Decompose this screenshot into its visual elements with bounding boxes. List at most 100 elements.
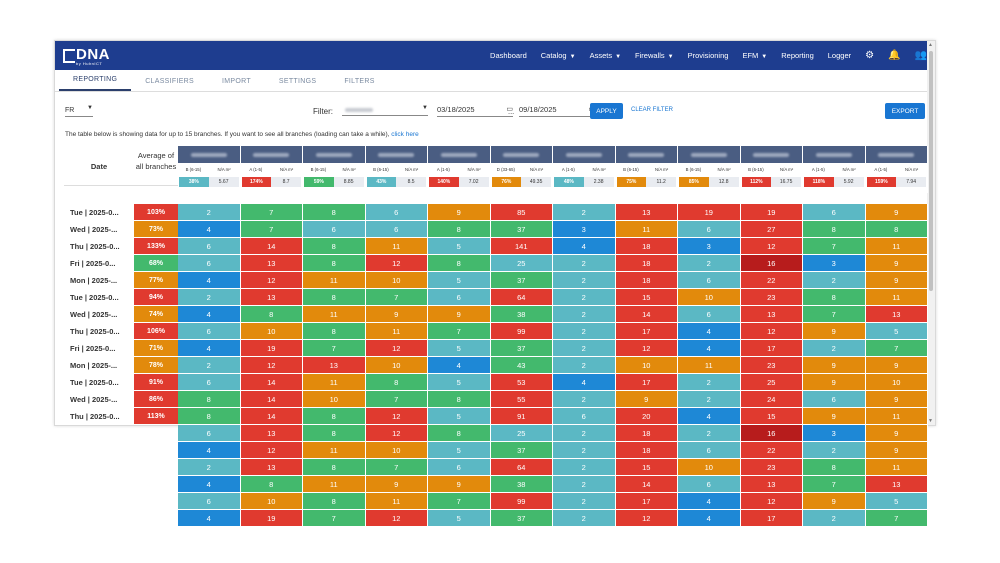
branch-summary: 174% 8.7: [240, 175, 302, 189]
table-row[interactable]: 4 19 7 12 5 37 2 12 4 17 2 7: [64, 510, 928, 527]
na-label: N/A m²: [780, 166, 794, 172]
branch-column-header[interactable]: A (1-5) N/A m² 159% 7.94: [865, 146, 928, 193]
table-row[interactable]: Fri | 2025-0... 68% 6 13 8 12 8 25 2 18 2 16 3 9: [64, 255, 928, 272]
apply-button[interactable]: APPLY: [590, 103, 623, 119]
data-cell: 10: [678, 289, 741, 306]
branch-column-header[interactable]: B (6-15) N/A m² 85% 12.8: [678, 146, 741, 193]
scroll-down-icon[interactable]: ▼: [928, 418, 933, 424]
branch-column-header[interactable]: B (6-15) N/A m² 38% 5.67: [178, 146, 241, 193]
data-cell: 20: [615, 408, 678, 425]
data-cell: 8: [803, 289, 866, 306]
redacted-branch-name: [565, 152, 602, 157]
click-here-link[interactable]: click here: [391, 131, 419, 138]
table-row[interactable]: Mon | 2025-... 77% 4 12 11 10 5 37 2 18 6 22 2 9: [64, 272, 928, 289]
redacted-branch-name: [503, 152, 540, 157]
data-cell: 8: [428, 221, 491, 238]
table-row[interactable]: Tue | 2025-0... 91% 6 14 11 8 5 53 4 17 2 25 9 10: [64, 374, 928, 391]
data-cell: 64: [490, 289, 553, 306]
vertical-scrollbar[interactable]: ▲ ▼: [927, 41, 935, 425]
data-cell: 8: [303, 459, 366, 476]
calendar-icon[interactable]: ▭: [506, 106, 513, 113]
branch-column-header[interactable]: B (6-15) N/A m² 112% 16.75: [740, 146, 803, 193]
data-cell: 12: [365, 510, 428, 527]
tab-filters[interactable]: FILTERS: [344, 78, 375, 85]
nav-item-logger[interactable]: Logger: [828, 51, 851, 60]
table-row[interactable]: 6 13 8 12 8 25 2 18 2 16 3 9: [64, 425, 928, 442]
data-cell: 7: [365, 391, 428, 408]
branch-column-header[interactable]: B (6-15) N/A m² 75% 11.2: [615, 146, 678, 193]
table-row[interactable]: Wed | 2025-... 74% 4 8 11 9 9 38 2 14 6 13 7 13: [64, 306, 928, 323]
data-cell: 5: [428, 238, 491, 255]
table-row[interactable]: 6 10 8 11 7 99 2 17 4 12 9 5: [64, 493, 928, 510]
date-to-input[interactable]: 09/18/2025▭: [519, 105, 595, 117]
nav-item-dashboard[interactable]: Dashboard: [490, 51, 527, 60]
table-row[interactable]: Tue | 2025-0... 94% 2 13 8 7 6 64 2 15 10 23 8 11: [64, 289, 928, 306]
row-average: [134, 510, 178, 527]
branch-column-header[interactable]: A (1-5) N/A m² 174% 8.7: [240, 146, 303, 193]
table-row[interactable]: Fri | 2025-0... 71% 4 19 7 12 5 37 2 12 4 17 2 7: [64, 340, 928, 357]
data-cell: 10: [365, 442, 428, 459]
nav-item-label: Firewalls: [635, 51, 665, 60]
table-row[interactable]: Mon | 2025-... 78% 2 12 13 10 4 43 2 10 11 23 9 9: [64, 357, 928, 374]
data-cell: 19: [740, 204, 803, 221]
branch-name-redacted: [178, 146, 240, 163]
branch-column-header[interactable]: A (1-5) N/A m² 118% 5.92: [803, 146, 866, 193]
users-icon[interactable]: 👥: [914, 50, 927, 61]
branch-column-header[interactable]: B (6-15) N/A m² 43% 8.5: [365, 146, 428, 193]
branch-category: B (6-15): [185, 166, 202, 172]
export-button[interactable]: EXPORT: [885, 103, 925, 119]
data-cell: 13: [240, 425, 303, 442]
data-cell: 7: [803, 476, 866, 493]
date-column-header[interactable]: Date: [90, 162, 108, 171]
nav-item-reporting[interactable]: Reporting: [781, 51, 814, 60]
scroll-up-icon[interactable]: ▲: [928, 42, 933, 48]
branch-na-value: 11.2: [646, 177, 676, 187]
table-row[interactable]: Tue | 2025-0... 103% 2 7 8 6 9 85 2 13 19 19 6 9: [64, 204, 928, 221]
clear-filter-button[interactable]: CLEAR FILTER: [631, 107, 673, 113]
average-column-header[interactable]: Average of all branches: [135, 151, 177, 171]
data-cell: 2: [553, 272, 616, 289]
branch-column-header[interactable]: A (1-5) N/A m² 48% 2.38: [553, 146, 616, 193]
data-cell: 9: [428, 476, 491, 493]
table-row[interactable]: 2 13 8 7 6 64 2 15 10 23 8 11: [64, 459, 928, 476]
data-cell: 4: [678, 493, 741, 510]
tab-reporting[interactable]: REPORTING: [59, 76, 132, 91]
data-cell: 9: [803, 374, 866, 391]
table-row[interactable]: Thu | 2025-0... 133% 6 14 8 11 5 141 4 18 3 12 7 11: [64, 238, 928, 255]
table-row[interactable]: Wed | 2025-... 73% 4 7 6 6 8 37 3 11 6 27 8 8: [64, 221, 928, 238]
branch-subheader: B (6-15) N/A m²: [615, 163, 677, 175]
tab-settings[interactable]: SETTINGS: [278, 78, 317, 85]
tab-import[interactable]: IMPORT: [222, 78, 251, 85]
nav-item-provisioning[interactable]: Provisioning: [688, 51, 729, 60]
row-date: Fri | 2025-0...: [64, 340, 134, 357]
data-cell: 3: [553, 221, 616, 238]
notifications-bell-icon[interactable]: 🔔: [888, 50, 901, 61]
branch-column-header[interactable]: A (1-5) N/A m² 140% 7.02: [428, 146, 491, 193]
filter-select[interactable]: ▼: [342, 104, 428, 116]
table-row[interactable]: 4 8 11 9 9 38 2 14 6 13 7 13: [64, 476, 928, 493]
data-cell: 11: [615, 221, 678, 238]
table-row[interactable]: Wed | 2025-... 86% 8 14 10 7 8 55 2 9 2 24 6 9: [64, 391, 928, 408]
language-select[interactable]: FR ▼: [65, 105, 93, 117]
branch-percent: 159%: [866, 177, 897, 187]
row-date: [64, 476, 134, 493]
nav-item-catalog[interactable]: Catalog ▼: [541, 51, 576, 60]
settings-gear-icon[interactable]: ⚙: [865, 50, 875, 61]
data-cell: 2: [678, 425, 741, 442]
nav-item-efm[interactable]: EFM ▼: [742, 51, 767, 60]
nav-item-firewalls[interactable]: Firewalls ▼: [635, 51, 674, 60]
table-row[interactable]: Thu | 2025-0... 113% 8 14 8 12 5 91 6 20 4 15 9 11: [64, 408, 928, 425]
app-logo[interactable]: DNA by HuhnICT: [63, 46, 110, 66]
branch-column-header[interactable]: B (6-15) N/A m² 59% 8.85: [303, 146, 366, 193]
branch-column-header[interactable]: D (33-65) N/A m² 76% 49.35: [490, 146, 553, 193]
date-from-input[interactable]: 03/18/2025 ▭: [437, 105, 513, 117]
date-from-value: 03/18/2025: [437, 105, 475, 114]
data-cell: 14: [240, 391, 303, 408]
nav-item-assets[interactable]: Assets ▼: [590, 51, 621, 60]
table-row[interactable]: Thu | 2025-0... 106% 6 10 8 11 7 99 2 17 4 12 9 5: [64, 323, 928, 340]
table-row[interactable]: 4 12 11 10 5 37 2 18 6 22 2 9: [64, 442, 928, 459]
tab-classifiers[interactable]: CLASSIFIERS: [145, 78, 195, 85]
data-cell: 13: [615, 204, 678, 221]
data-cell: 2: [178, 459, 241, 476]
scroll-thumb[interactable]: [929, 51, 933, 291]
